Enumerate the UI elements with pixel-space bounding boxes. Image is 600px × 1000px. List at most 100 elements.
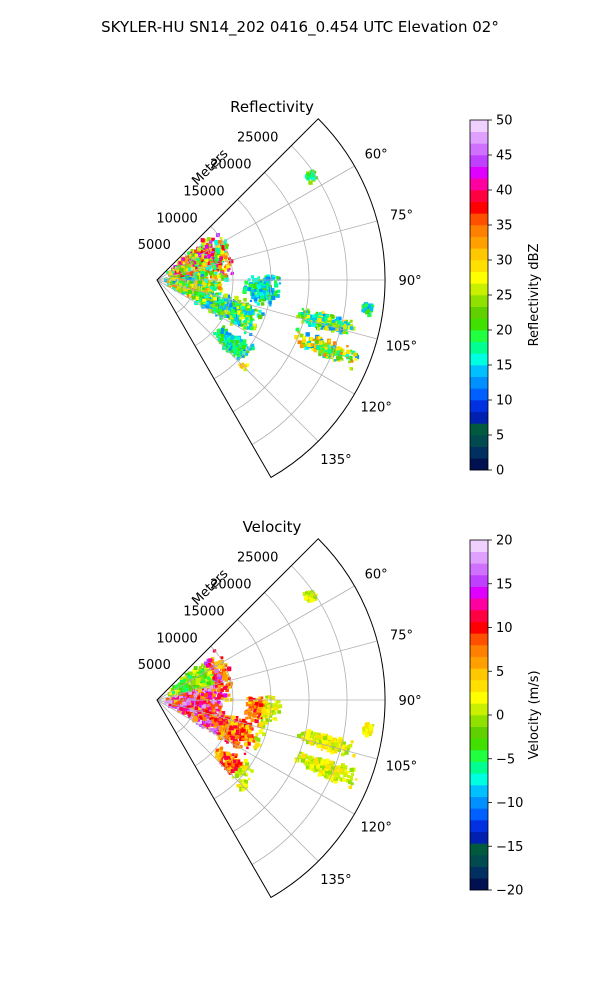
echo-cell: [204, 693, 208, 698]
echo-cell: [239, 353, 243, 357]
echo-cell: [368, 306, 374, 311]
echo-cell: [210, 282, 214, 286]
echo-cell: [232, 342, 236, 346]
echo-cell: [349, 326, 354, 330]
echo-cell: [263, 287, 267, 292]
echo-cell: [255, 282, 258, 285]
echo-cell: [216, 268, 220, 272]
echo-cell: [229, 332, 232, 336]
echo-cell: [251, 275, 255, 279]
echo-cell: [211, 262, 215, 267]
echo-cell: [311, 322, 317, 327]
echo-cell: [192, 669, 196, 673]
echo-cell: [213, 674, 217, 677]
echo-cell: [311, 347, 315, 351]
echo-cell: [217, 673, 221, 677]
echo-cell: [217, 255, 221, 258]
echo-cell: [217, 281, 221, 285]
echo-cell: [210, 665, 213, 668]
panel-title: Velocity: [243, 518, 302, 536]
colorbar-swatch: [470, 236, 488, 249]
colorbar-swatch: [470, 260, 488, 272]
echo-cell: [216, 708, 220, 712]
echo-cell: [307, 311, 311, 314]
echo-cell: [204, 714, 207, 717]
colorbar-swatch: [470, 283, 488, 296]
echo-cell: [217, 311, 221, 315]
reflectivity-panel: Reflectivity50001000015000200002500060°7…: [138, 98, 542, 479]
echo-cell: [177, 271, 182, 275]
echo-cell: [221, 277, 225, 281]
echo-cell: [336, 356, 341, 361]
echo-cell: [217, 694, 222, 699]
echo-cell: [202, 297, 206, 300]
echo-cell: [340, 348, 345, 352]
echo-cell: [265, 292, 268, 295]
echo-cell: [192, 710, 197, 714]
echo-cell: [226, 741, 229, 744]
echo-cell: [196, 696, 200, 700]
echo-cell: [173, 695, 178, 700]
echo-cell: [214, 669, 219, 673]
echo-cell: [200, 693, 205, 697]
echo-cell: [219, 290, 223, 294]
echo-cell: [236, 336, 240, 341]
echo-cell: [218, 675, 222, 680]
echo-cell: [248, 729, 252, 734]
colorbar-swatch: [470, 201, 488, 214]
echo-cell: [165, 279, 170, 284]
echo-cell: [199, 715, 202, 718]
echo-cell: [238, 719, 242, 723]
echo-cell: [247, 319, 250, 323]
echo-cell: [198, 666, 203, 670]
echo-cell: [321, 313, 326, 318]
echo-cell: [189, 705, 193, 709]
range-ring: [175, 252, 196, 314]
echo-cell: [259, 294, 264, 299]
echo-cell: [206, 667, 210, 670]
echo-cell: [245, 725, 250, 730]
echo-cell: [252, 736, 256, 740]
echo-cell: [211, 303, 216, 308]
echo-cell: [242, 320, 245, 323]
echo-cell: [309, 174, 313, 178]
echo-cell: [232, 303, 235, 306]
echo-cell: [202, 298, 206, 303]
echo-cell: [237, 310, 241, 314]
velocity-panel: Velocity50001000015000200002500060°75°90…: [138, 518, 542, 899]
echo-cell: [224, 297, 228, 302]
echo-cell: [261, 312, 265, 316]
echo-cell: [219, 718, 222, 722]
echo-cell: [213, 667, 217, 671]
range-tick-label: 10000: [156, 211, 197, 226]
echo-cell: [275, 290, 278, 293]
echo-cell: [183, 675, 187, 679]
echo-cell: [197, 719, 202, 724]
echo-cell: [243, 752, 247, 755]
colorbar-swatch: [470, 341, 488, 354]
echo-cell: [225, 259, 228, 263]
echo-cell: [305, 332, 310, 337]
echo-cell: [177, 274, 181, 278]
echo-cell: [238, 339, 242, 342]
echo-cell: [185, 672, 188, 676]
echo-cell: [207, 283, 211, 287]
colorbar-swatch: [470, 178, 488, 191]
echo-cell: [324, 349, 328, 353]
echo-cell: [172, 691, 175, 694]
echo-cell: [333, 327, 337, 331]
echo-cell: [310, 343, 314, 347]
echo-cell: [237, 347, 241, 351]
echo-cell: [199, 257, 203, 261]
echo-cell: [234, 722, 238, 726]
echo-cell: [222, 301, 227, 305]
echo-cell: [350, 324, 354, 327]
echo-cell: [177, 694, 182, 698]
echo-cell: [175, 279, 179, 283]
echo-cell: [274, 280, 278, 284]
echo-cell: [263, 285, 267, 289]
echo-cell: [229, 725, 232, 729]
echo-cell: [224, 243, 228, 247]
echo-cell: [214, 248, 219, 252]
